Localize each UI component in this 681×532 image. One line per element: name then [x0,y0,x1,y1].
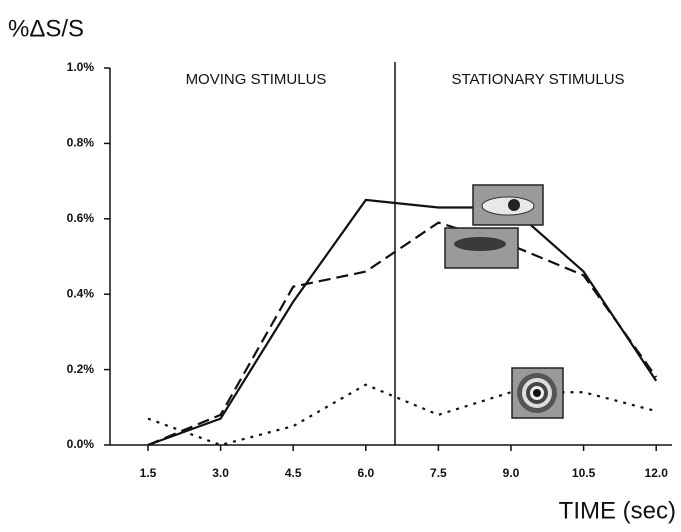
series-line [147,198,658,447]
x-tick-label: 3.0 [212,466,229,480]
x-tick-label: 1.5 [140,466,157,480]
x-tick-label: 6.0 [357,466,374,480]
series-line [147,383,657,447]
plot: 0.0% 0.2% 0.4% 0.6% 0.8% 1.0% 1.5 3.0 4.5 6.0 7.5 9… [67,60,669,480]
y-tick-label: 1.0% [67,60,95,74]
target-icon [511,367,564,419]
x-axis-label: TIME (sec) [559,497,676,524]
mouth-icon [444,227,519,269]
y-axis-label: %ΔS/S [8,15,84,42]
x-tick-label: 4.5 [285,466,302,480]
x-tick-label: 9.0 [503,466,520,480]
x-tick-label: 12.0 [645,466,669,480]
y-tick-label: 0.8% [67,136,95,150]
x-tick-label: 10.5 [572,466,596,480]
x-tick-label: 7.5 [430,466,447,480]
eye-icon [472,184,544,226]
y-tick-label: 0.0% [67,437,95,451]
annotation: STATIONARY STIMULUS [451,71,624,88]
series-line [147,221,658,447]
annotation: MOVING STIMULUS [186,71,327,88]
y-tick-label: 0.6% [67,211,95,225]
y-tick-label: 0.4% [67,286,95,300]
y-tick-label: 0.2% [67,362,95,376]
